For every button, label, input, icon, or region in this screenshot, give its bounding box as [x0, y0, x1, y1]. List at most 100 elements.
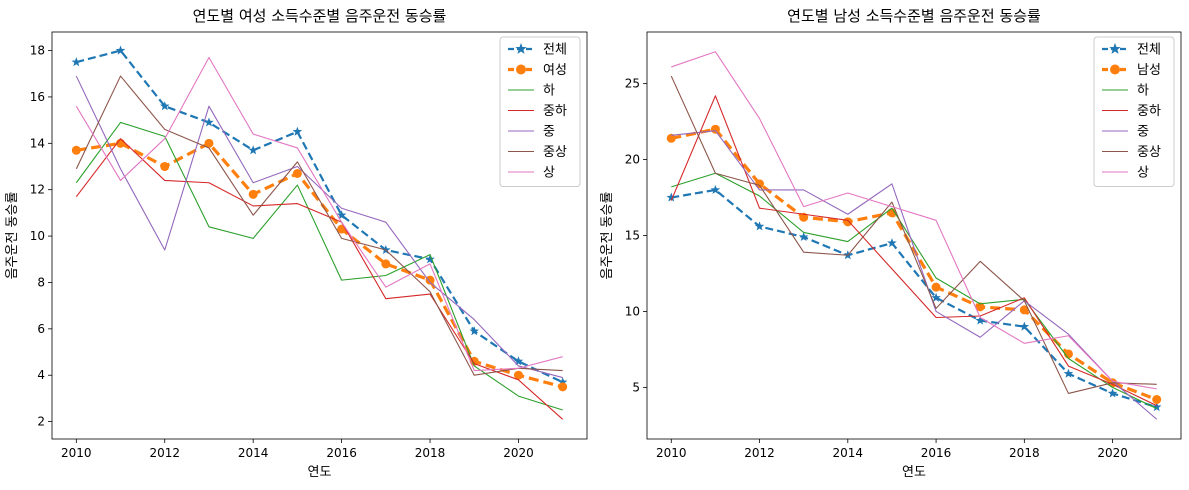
data-point-1-10 [513, 370, 523, 380]
data-point-0-1 [115, 45, 126, 55]
legend-marker-0 [515, 43, 527, 54]
data-point-1-1 [710, 124, 720, 134]
legend-label-2: 하 [1137, 84, 1149, 99]
data-point-0-1 [710, 184, 721, 194]
series-line-1 [670, 127, 1158, 402]
data-point-0-6 [336, 210, 347, 220]
data-point-0-11 [557, 377, 568, 387]
chart-panel-0: 2010 2012 2014 2016 2018 2020 2 4 6 8 10 12 14 16 18 연도… [5, 7, 588, 480]
legend-label-4: 중 [543, 125, 555, 140]
y-tick-label: 2 [37, 415, 45, 429]
axes-frame [51, 31, 588, 440]
data-point-0-8 [1019, 321, 1030, 331]
legend-marker-1 [1110, 64, 1120, 75]
legend-box [1093, 36, 1175, 187]
data-point-1-4 [843, 217, 853, 227]
legend-label-5: 중상 [1137, 145, 1161, 160]
series-line-2 [75, 121, 563, 411]
x-axis-label: 연도 [902, 465, 926, 480]
data-point-0-5 [887, 238, 897, 248]
data-point-1-11 [1152, 395, 1162, 405]
data-point-0-10 [513, 356, 524, 366]
legend-label-2: 하 [543, 84, 555, 99]
legend-label-0: 전체 [543, 43, 567, 58]
legend-label-1: 남성 [1137, 63, 1161, 78]
data-point-1-6 [931, 282, 941, 292]
series-line-5 [75, 75, 563, 376]
data-point-1-7 [975, 302, 985, 312]
series-line-3 [670, 95, 1157, 407]
data-point-1-4 [248, 189, 258, 199]
series-line-1 [76, 141, 564, 389]
data-point-0-2 [159, 101, 170, 111]
y-tick-label: 18 [30, 44, 45, 58]
legend-box [499, 36, 581, 187]
x-tick-label: 2016 [921, 446, 952, 460]
x-tick-label: 2010 [656, 446, 687, 460]
x-tick-label: 2016 [326, 446, 357, 460]
legend-label-3: 중하 [1137, 104, 1161, 119]
series-line-6 [75, 56, 563, 372]
data-point-1-3 [204, 138, 214, 148]
data-point-0-2 [754, 221, 765, 231]
x-tick-label: 2020 [1097, 446, 1128, 460]
y-tick-label: 20 [625, 153, 640, 167]
series-line-4 [75, 75, 563, 379]
data-point-0-0 [666, 192, 677, 202]
y-tick-label: 25 [625, 77, 640, 91]
x-axis-label: 연도 [308, 465, 332, 480]
x-tick-label: 2012 [744, 446, 775, 460]
y-tick-label: 16 [30, 90, 45, 104]
legend-label-3: 중하 [543, 104, 567, 119]
legend-label-1: 여성 [543, 63, 567, 78]
x-tick-label: 2010 [61, 446, 92, 460]
y-axis-label: 음주운전 동승률 [600, 192, 615, 280]
y-tick-label: 5 [632, 380, 640, 394]
legend-label-6: 상 [1137, 166, 1149, 181]
chart-panel-1: 2010 2012 2014 2016 2018 2020 5 10 15 20 25 연도별 남성 … [600, 7, 1182, 480]
x-tick-label: 2014 [833, 446, 864, 460]
data-point-0-9 [1063, 368, 1074, 378]
series-line-0 [76, 49, 564, 384]
series-line-5 [670, 75, 1157, 394]
x-tick-label: 2018 [415, 446, 446, 460]
data-point-0-3 [204, 117, 214, 127]
data-point-1-0 [71, 145, 81, 155]
data-point-1-5 [292, 168, 302, 178]
data-point-0-8 [425, 254, 435, 264]
x-tick-label: 2014 [238, 446, 269, 460]
y-tick-label: 6 [37, 322, 45, 336]
legend-label-5: 중상 [543, 145, 567, 160]
y-tick-label: 4 [37, 368, 45, 382]
y-tick-label: 15 [625, 229, 640, 243]
series-line-0 [671, 188, 1158, 409]
y-tick-label: 10 [30, 229, 45, 243]
x-tick-label: 2018 [1009, 446, 1040, 460]
y-tick-label: 8 [37, 275, 45, 289]
series-line-2 [671, 172, 1157, 410]
chart-title: 연도별 남성 소득수준별 음주운전 동승률 [787, 7, 1041, 25]
series-line-6 [671, 51, 1157, 390]
data-point-1-2 [755, 179, 765, 189]
x-tick-label: 2012 [149, 446, 180, 460]
data-point-0-6 [931, 292, 941, 302]
legend-label-6: 상 [543, 166, 555, 181]
data-point-0-0 [71, 57, 82, 67]
data-point-1-11 [558, 382, 568, 392]
legend-label-0: 전체 [1137, 43, 1161, 58]
legend-label-4: 중 [1137, 125, 1149, 140]
data-point-1-0 [666, 133, 676, 143]
data-point-0-5 [292, 126, 303, 136]
data-point-0-7 [975, 315, 985, 325]
chart-title: 연도별 여성 소득수준별 음주운전 동승률 [193, 7, 447, 25]
data-point-0-9 [469, 326, 480, 336]
legend-marker-1 [516, 64, 526, 75]
y-tick-label: 14 [30, 136, 45, 150]
data-point-1-7 [381, 259, 391, 269]
data-point-0-11 [1151, 402, 1162, 412]
y-tick-label: 10 [625, 304, 640, 318]
data-point-0-10 [1107, 388, 1118, 398]
